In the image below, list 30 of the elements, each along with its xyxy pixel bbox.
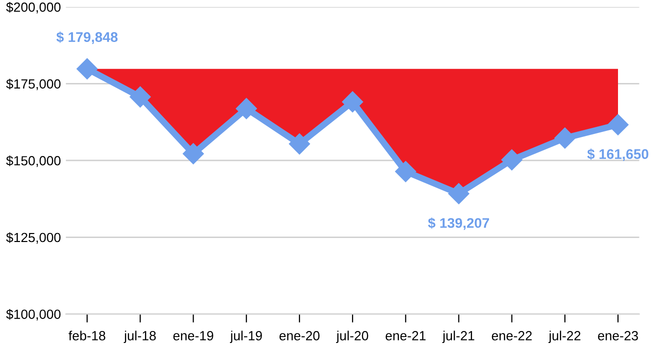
y-tick-label: $150,000	[6, 156, 61, 167]
y-tick-label: $200,000	[6, 2, 61, 14]
point	[448, 183, 470, 204]
x-tick-label: jul-19	[230, 330, 262, 343]
point	[607, 114, 629, 136]
point	[236, 98, 257, 120]
x-tick-label: ene-23	[598, 331, 638, 340]
point	[182, 143, 204, 164]
y-tick-label: $100,000	[6, 309, 61, 321]
data-label: $ 161,650	[587, 148, 648, 162]
point	[501, 149, 522, 170]
point	[342, 91, 364, 112]
point	[76, 58, 98, 80]
x-tick-label: feb-18	[68, 330, 106, 340]
x-tick-label: jul-21	[442, 330, 474, 343]
point	[554, 128, 576, 149]
point	[288, 133, 310, 154]
point	[130, 86, 151, 108]
x-tick-label: ene-20	[280, 331, 320, 340]
data-label: $ 139,207	[428, 217, 490, 230]
x-tick-label: jul-22	[548, 330, 580, 343]
x-tick-label: ene-21	[386, 331, 426, 340]
y-tick-label: $125,000	[6, 232, 61, 244]
point	[395, 161, 416, 182]
x-tick-label: ene-22	[492, 331, 532, 340]
x-tick-label: ene-19	[173, 331, 214, 340]
x-tick-label: jul-18	[124, 330, 156, 343]
data-label: $ 179,848	[56, 32, 118, 44]
x-tick-label: jul-20	[336, 330, 368, 343]
y-tick-label: $175,000	[6, 78, 61, 90]
